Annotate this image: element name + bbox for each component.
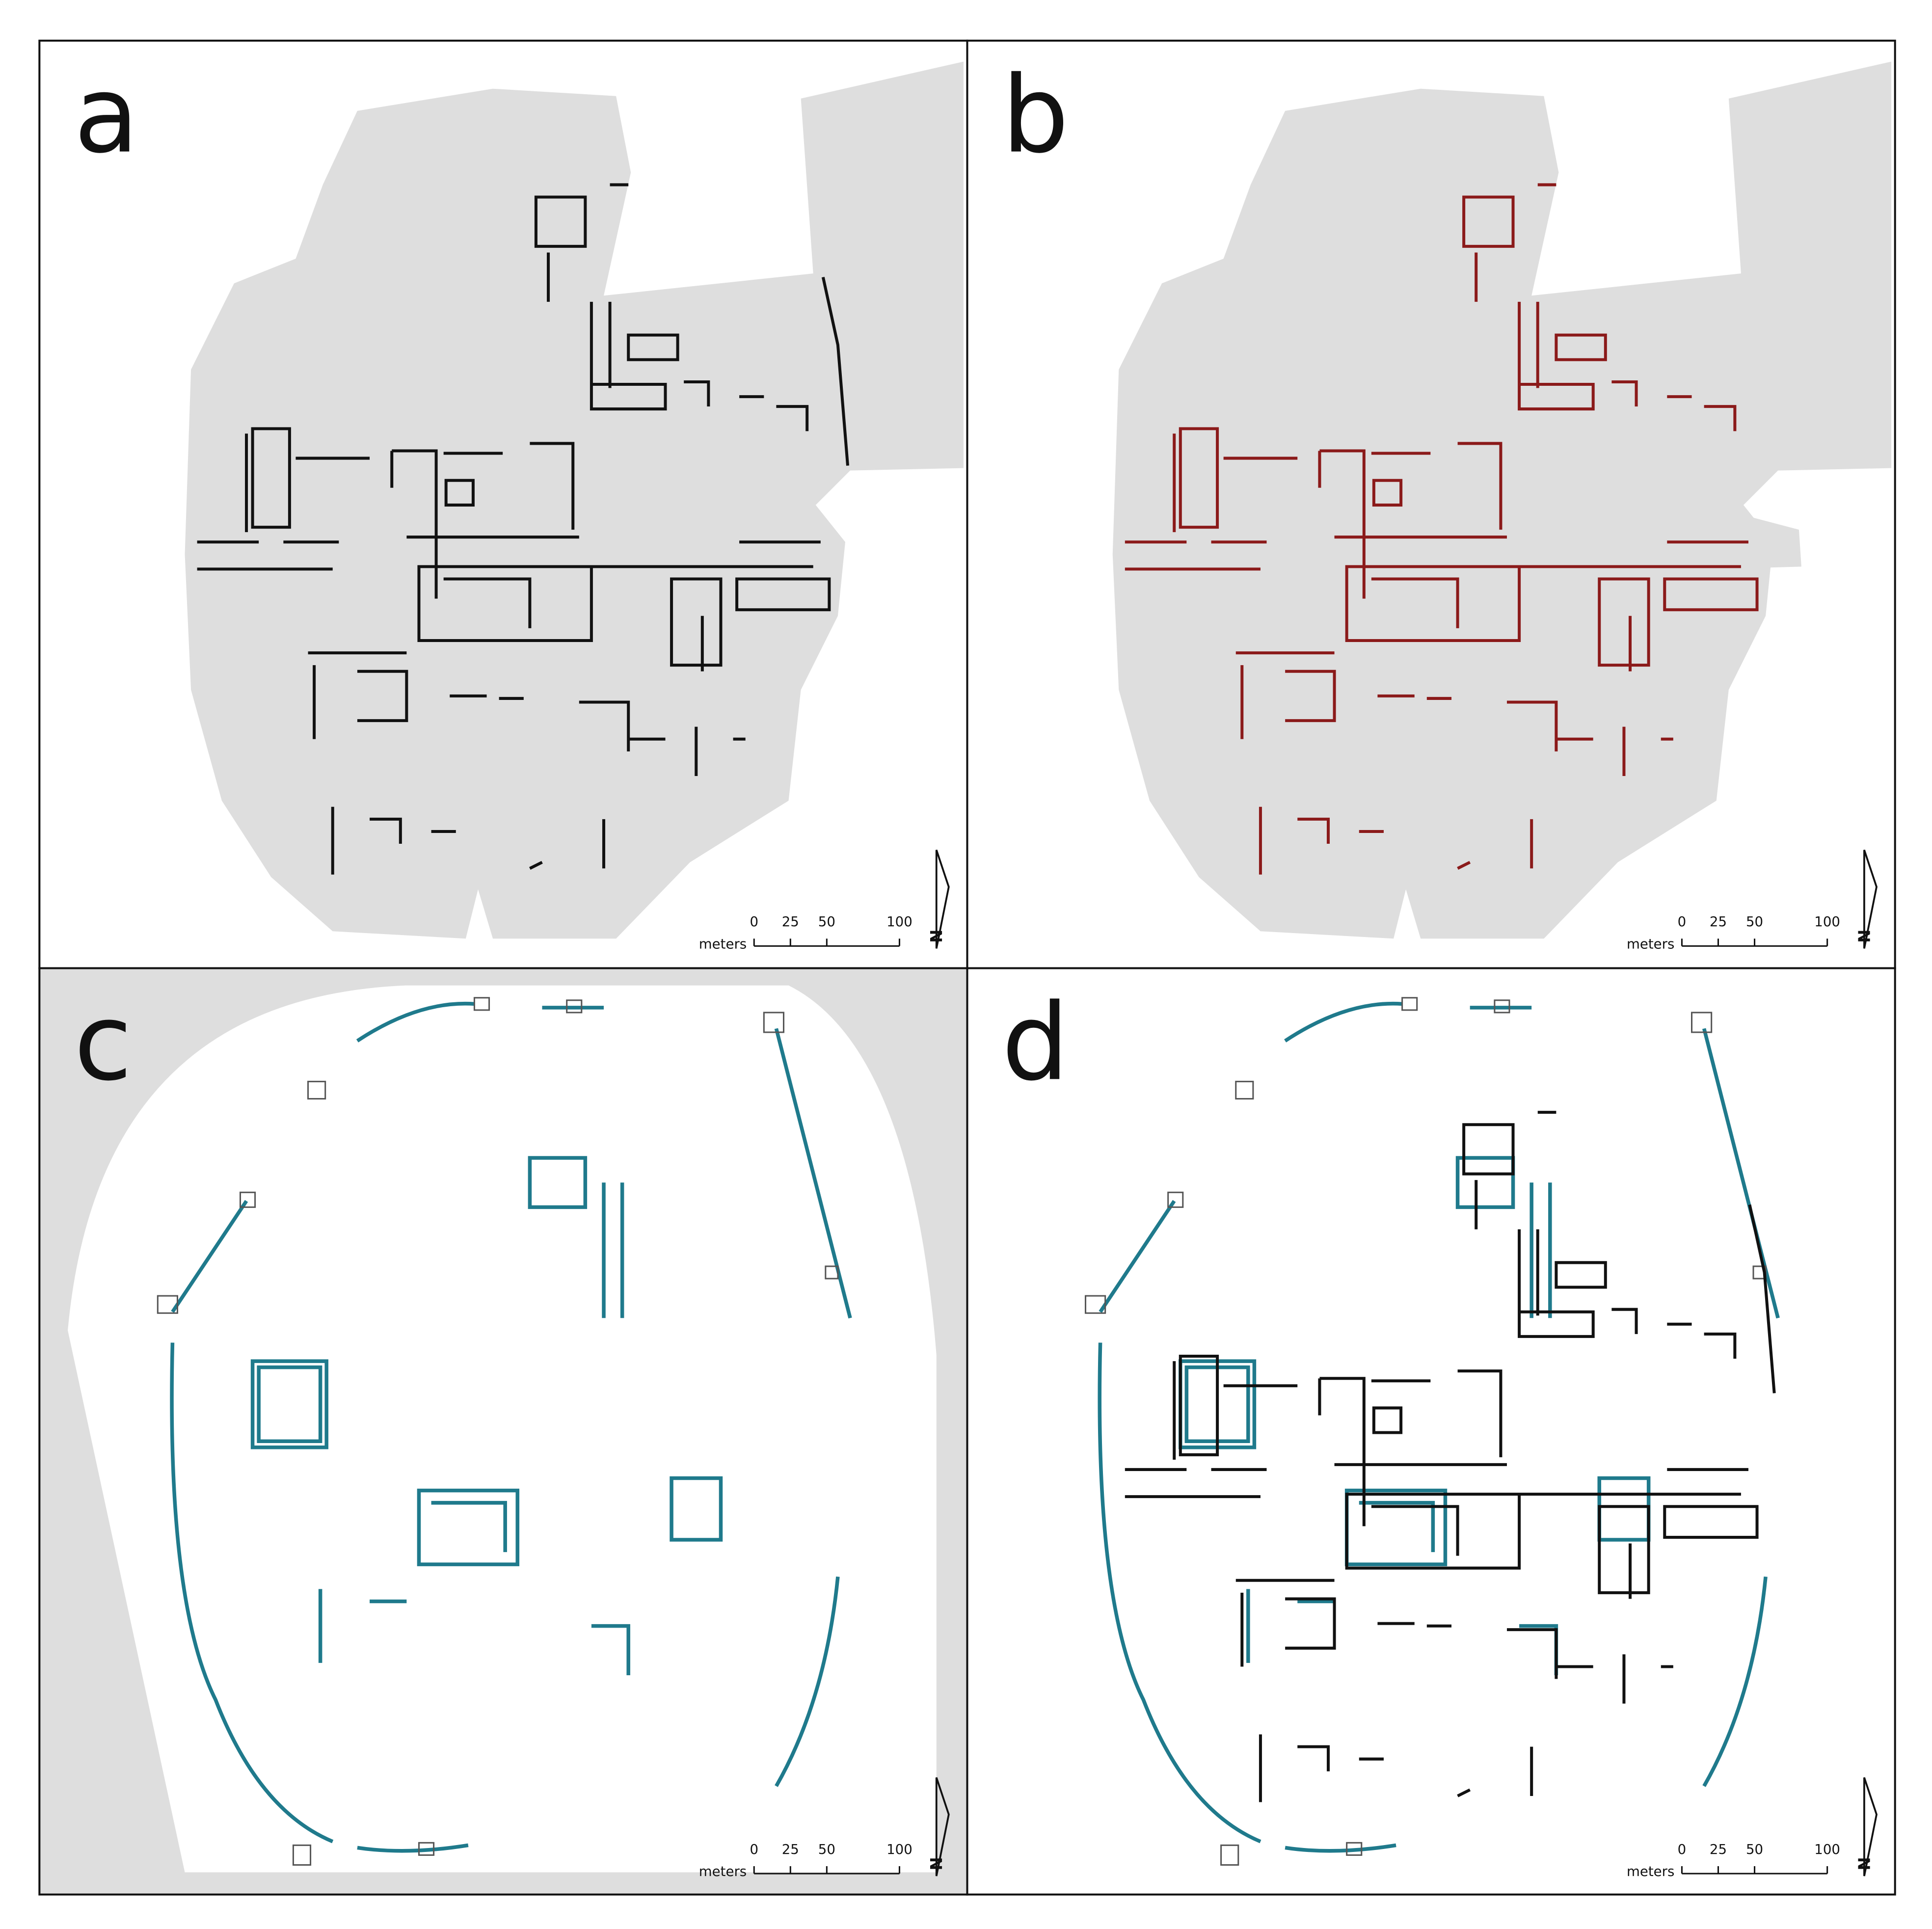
scale-label: 50 <box>1746 913 1763 930</box>
wall <box>1748 1204 1776 1393</box>
site-area <box>68 985 937 1873</box>
panel <box>966 967 1896 1896</box>
scale-label: 25 <box>782 913 799 930</box>
scale-unit: meters <box>699 1863 747 1879</box>
panel-label: a <box>74 54 139 177</box>
scale-label: 25 <box>782 1841 799 1857</box>
scale-unit: meters <box>1627 936 1674 952</box>
panel-frame <box>966 967 1896 1896</box>
scale-label: 0 <box>750 1841 758 1857</box>
panel <box>38 967 968 1896</box>
scale-label: 0 <box>1678 913 1687 930</box>
north-label: N <box>926 1857 945 1870</box>
panel-label: b <box>1002 54 1069 177</box>
scale-label: 50 <box>818 1841 835 1857</box>
scale-label: 100 <box>1814 1841 1840 1857</box>
site-area <box>1564 468 1801 573</box>
north-label: N <box>926 930 945 943</box>
wall <box>821 277 850 466</box>
scale-label: 0 <box>750 913 758 930</box>
scale-label: 0 <box>1678 1841 1687 1857</box>
panel-label: c <box>74 981 133 1104</box>
annotations: a 0 25 50 100 meters Nb 0 25 50 100 meters Nc 0 25 50 10… <box>74 54 1878 1879</box>
scale-label: 100 <box>886 1841 912 1857</box>
north-label: N <box>1854 1857 1873 1870</box>
scale-unit: meters <box>1627 1863 1674 1879</box>
scale-label: 50 <box>818 913 835 930</box>
scale-label: 25 <box>1710 1841 1727 1857</box>
scale-label: 25 <box>1710 913 1727 930</box>
scale-label: 100 <box>1814 913 1840 930</box>
panel <box>966 39 1896 969</box>
scale-unit: meters <box>699 936 747 952</box>
panel-label: d <box>1002 981 1069 1104</box>
scale-label: 50 <box>1746 1841 1763 1857</box>
panel <box>38 39 968 969</box>
north-label: N <box>1854 930 1873 943</box>
scale-label: 100 <box>886 913 912 930</box>
